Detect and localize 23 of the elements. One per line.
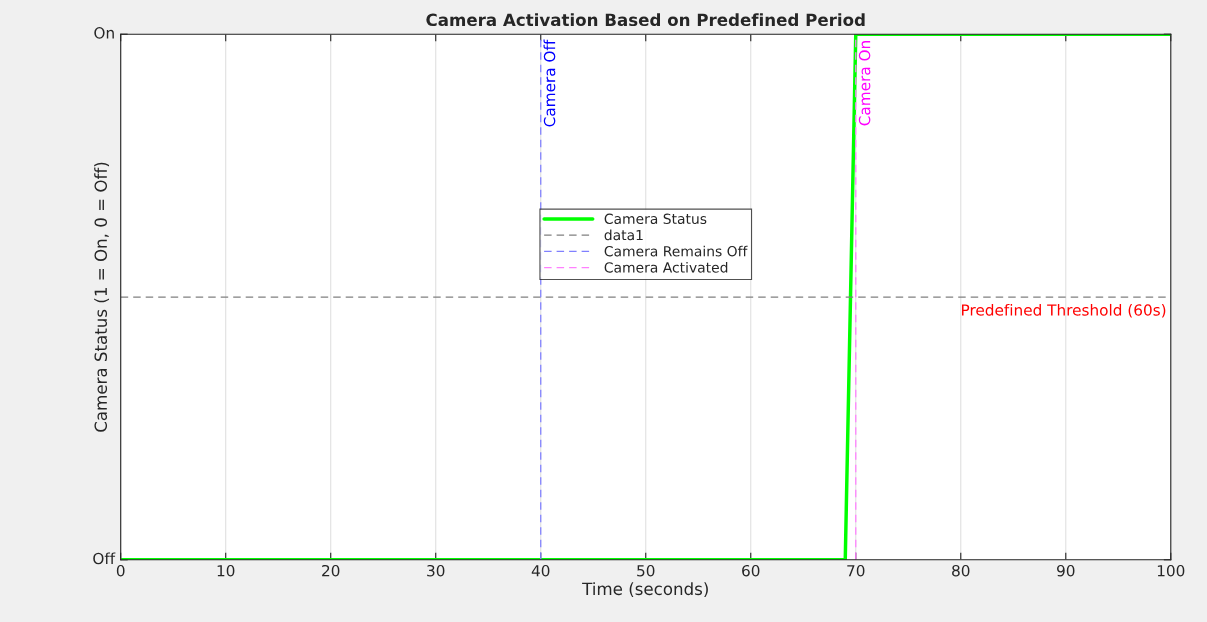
x-tick-label: 70 — [847, 564, 865, 577]
x-tick-label: 40 — [531, 564, 550, 577]
chart-title: Camera Activation Based on Predefined Period — [426, 13, 865, 27]
x-tick-label: 0 — [116, 564, 125, 577]
text: Off — [93, 552, 116, 565]
legend-label: data1 — [604, 229, 643, 241]
x-tick-label: 100 — [1157, 564, 1185, 577]
text: On — [94, 27, 114, 39]
y-axis-title: Camera Status (1 = On, 0 = Off) — [94, 162, 110, 432]
legend-label: Camera Remains Off — [604, 245, 748, 257]
x-axis-title: Time (seconds) — [582, 582, 708, 598]
x-tick-label: 30 — [427, 564, 445, 577]
x-tick-label: 90 — [1057, 564, 1075, 577]
legend-label: Camera Status — [604, 213, 707, 225]
x-tick-label: 80 — [952, 564, 970, 577]
x-tick-label: 50 — [637, 564, 655, 577]
annotation: Predefined Threshold (60s) — [962, 303, 1166, 318]
x-tick-label: 60 — [742, 564, 760, 577]
legend-label: Camera Activated — [604, 261, 728, 273]
annotation: Camera Off — [543, 39, 556, 127]
annotation: Camera On — [858, 41, 871, 126]
x-tick-label: 20 — [322, 564, 340, 577]
x-tick-label: 10 — [217, 564, 235, 577]
